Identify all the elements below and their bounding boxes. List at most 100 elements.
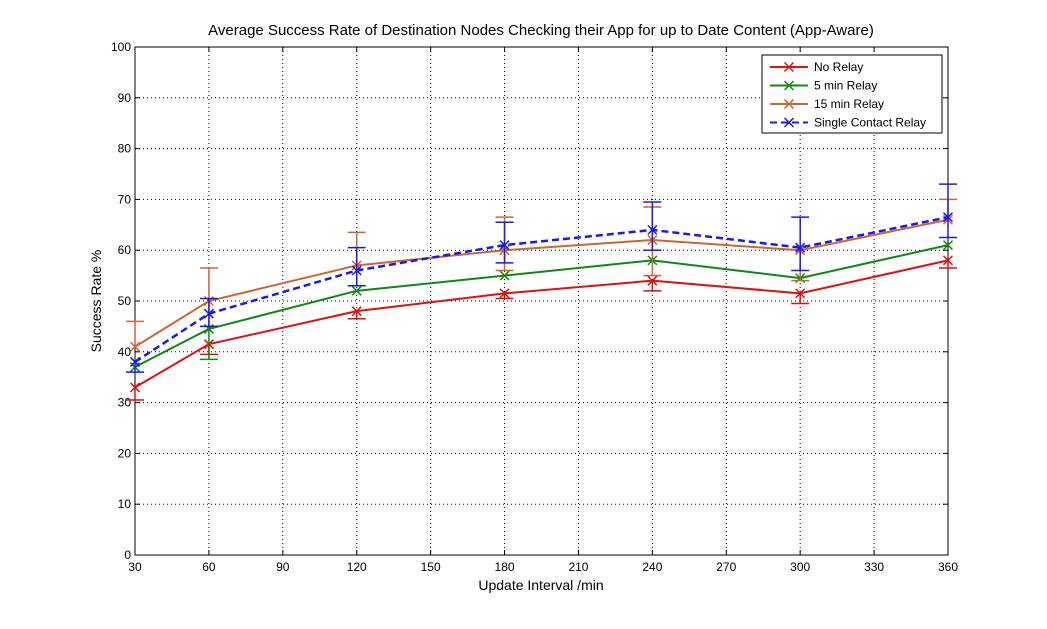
error-bar bbox=[199, 297, 218, 314]
series-line bbox=[134, 259, 949, 389]
error-bar bbox=[495, 221, 514, 246]
y-tick-label: 100 bbox=[111, 40, 131, 54]
y-tick-label: 50 bbox=[118, 294, 132, 308]
x-axis-label: Update Interval /min bbox=[478, 577, 603, 593]
legend-item-no-relay: No Relay bbox=[770, 60, 863, 74]
error-bar bbox=[495, 245, 514, 264]
x-tick-label: 240 bbox=[642, 560, 662, 574]
error-bar bbox=[939, 260, 957, 269]
legend-swatch-marker bbox=[783, 98, 795, 110]
error-bar bbox=[126, 361, 144, 373]
series-line bbox=[134, 244, 949, 368]
y-tick-label: 10 bbox=[118, 497, 132, 511]
error-bar bbox=[643, 201, 662, 230]
x-tick-label: 360 bbox=[938, 560, 958, 574]
data-point bbox=[795, 242, 806, 253]
x-tick-label: 30 bbox=[128, 560, 142, 574]
error-bar bbox=[939, 217, 957, 239]
x-tick-label: 150 bbox=[421, 560, 441, 574]
legend-item-5-min-relay: 5 min Relay bbox=[770, 79, 877, 93]
error-bar bbox=[199, 267, 218, 301]
data-point bbox=[129, 356, 141, 367]
data-point bbox=[351, 265, 362, 276]
x-tick-label: 210 bbox=[568, 560, 588, 574]
error-bar bbox=[791, 293, 810, 305]
error-bar bbox=[791, 247, 810, 272]
legend-label: Single Contact Relay bbox=[814, 116, 926, 130]
x-tick-label: 60 bbox=[202, 560, 216, 574]
x-tick-label: 300 bbox=[790, 560, 810, 574]
error-bar bbox=[199, 313, 218, 328]
error-bar bbox=[643, 280, 662, 292]
error-bar bbox=[939, 183, 957, 218]
y-tick-label: 20 bbox=[118, 446, 132, 460]
data-point bbox=[499, 270, 510, 281]
marker-stroke bbox=[499, 270, 510, 281]
legend-item-15-min-relay: 15 min Relay bbox=[770, 97, 884, 111]
y-tick-label: 70 bbox=[118, 192, 132, 206]
data-point bbox=[499, 240, 510, 251]
marker-stroke bbox=[783, 98, 795, 110]
marker-stroke bbox=[129, 382, 141, 393]
marker-stroke bbox=[647, 275, 658, 286]
data-point bbox=[647, 275, 658, 286]
marker-stroke bbox=[647, 224, 658, 235]
data-point bbox=[351, 285, 362, 296]
series-5-min-relay bbox=[129, 240, 954, 373]
legend-label: 5 min Relay bbox=[814, 79, 877, 93]
marker-stroke bbox=[351, 265, 362, 276]
legend-item-single-contact-relay: Single Contact Relay bbox=[770, 116, 926, 130]
data-point bbox=[942, 240, 954, 251]
data-point bbox=[942, 255, 954, 266]
legend-swatch-marker bbox=[783, 61, 795, 73]
y-tick-label: 0 bbox=[124, 548, 131, 562]
chart-title: Average Success Rate of Destination Node… bbox=[208, 22, 874, 39]
series-single-contact-relay bbox=[126, 183, 957, 373]
error-bar bbox=[199, 328, 218, 361]
series-group bbox=[126, 183, 957, 401]
marker-stroke bbox=[499, 288, 510, 299]
error-bar bbox=[643, 229, 662, 251]
data-point bbox=[351, 306, 362, 317]
y-tick-label: 30 bbox=[118, 396, 132, 410]
marker-stroke bbox=[942, 240, 954, 251]
marker-stroke bbox=[129, 356, 141, 367]
data-point bbox=[499, 288, 510, 299]
y-tick-label: 40 bbox=[118, 345, 132, 359]
marker-stroke bbox=[499, 240, 510, 251]
marker-stroke bbox=[351, 285, 362, 296]
axis-ticks: 30 60 90 120 150 180 210 240 270 300 330 360 0 10 20 30… bbox=[111, 40, 958, 574]
y-tick-label: 80 bbox=[118, 142, 132, 156]
data-point bbox=[129, 341, 141, 352]
error-bar bbox=[126, 320, 144, 347]
marker-stroke bbox=[795, 242, 806, 253]
x-tick-label: 180 bbox=[495, 560, 515, 574]
legend: No Relay 5 min Relay 15 min Relay Single Co… bbox=[761, 54, 943, 134]
marker-stroke bbox=[783, 117, 795, 128]
y-tick-label: 90 bbox=[118, 91, 132, 105]
data-point bbox=[203, 308, 214, 319]
x-tick-label: 90 bbox=[276, 560, 290, 574]
series-no-relay bbox=[126, 255, 957, 401]
marker-stroke bbox=[203, 308, 214, 319]
error-bar bbox=[126, 387, 144, 401]
series-line bbox=[134, 218, 949, 348]
marker-stroke bbox=[351, 306, 362, 317]
marker-stroke bbox=[783, 80, 795, 91]
marker-stroke bbox=[129, 341, 141, 352]
error-bar bbox=[347, 246, 366, 271]
series-15-min-relay bbox=[126, 198, 957, 352]
legend-label: 15 min Relay bbox=[814, 97, 884, 111]
error-bar bbox=[791, 216, 810, 248]
marker-stroke bbox=[942, 212, 954, 223]
legend-swatch-marker bbox=[783, 80, 795, 91]
data-point bbox=[795, 288, 806, 299]
legend-label: No Relay bbox=[814, 60, 863, 74]
legend-swatch-marker bbox=[783, 117, 795, 128]
x-tick-label: 120 bbox=[347, 560, 367, 574]
y-tick-label: 60 bbox=[118, 243, 132, 257]
marker-stroke bbox=[795, 288, 806, 299]
x-tick-label: 270 bbox=[716, 560, 736, 574]
